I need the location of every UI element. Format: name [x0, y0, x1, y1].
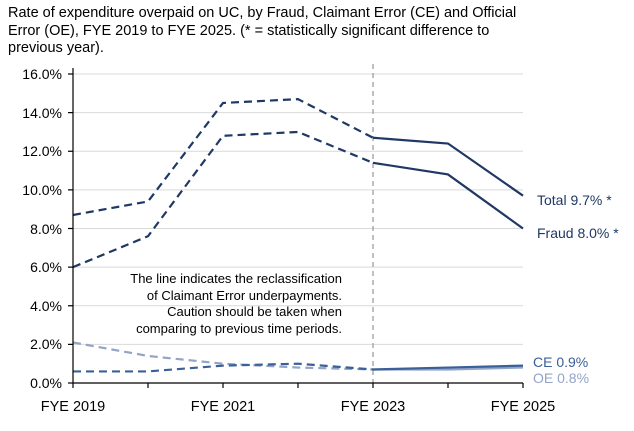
series-label-total: Total 9.7% * — [537, 192, 612, 208]
y-tick-label: 12.0% — [22, 143, 62, 160]
y-tick-label: 0.0% — [30, 375, 62, 391]
reclassification-annotation: The line indicates the reclassification … — [130, 271, 342, 336]
series-line-fraud-dashed — [72, 130, 374, 269]
chart-title: Rate of expenditure overpaid on UC, by F… — [8, 5, 517, 56]
y-tick-label: 16.0% — [22, 66, 62, 82]
series-line-ce-dashed — [73, 362, 374, 373]
x-tick-label: FYE 2019 — [40, 399, 106, 415]
series-line-fraud-solid — [372, 161, 524, 230]
series-line-total-solid — [372, 136, 524, 197]
x-tick-label: FYE 2025 — [490, 399, 556, 415]
series-label-fraud: Fraud 8.0% * — [537, 225, 619, 241]
y-tick-label: 8.0% — [30, 220, 62, 237]
series-line-ce-solid — [372, 364, 524, 371]
x-tick-label: FYE 2023 — [340, 399, 406, 415]
y-tick-label: 4.0% — [30, 297, 62, 314]
series-label-ce: CE 0.9% — [533, 354, 589, 370]
series-line-oe-dashed — [72, 341, 374, 371]
y-tick-label: 2.0% — [30, 336, 62, 353]
series-line-total-dashed — [72, 97, 374, 217]
y-tick-label: 10.0% — [22, 181, 62, 198]
y-tick-label: 14.0% — [22, 104, 62, 121]
y-tick-label: 6.0% — [30, 259, 62, 276]
series-label-oe: OE 0.8% — [533, 370, 590, 386]
x-tick-label: FYE 2021 — [190, 399, 256, 415]
